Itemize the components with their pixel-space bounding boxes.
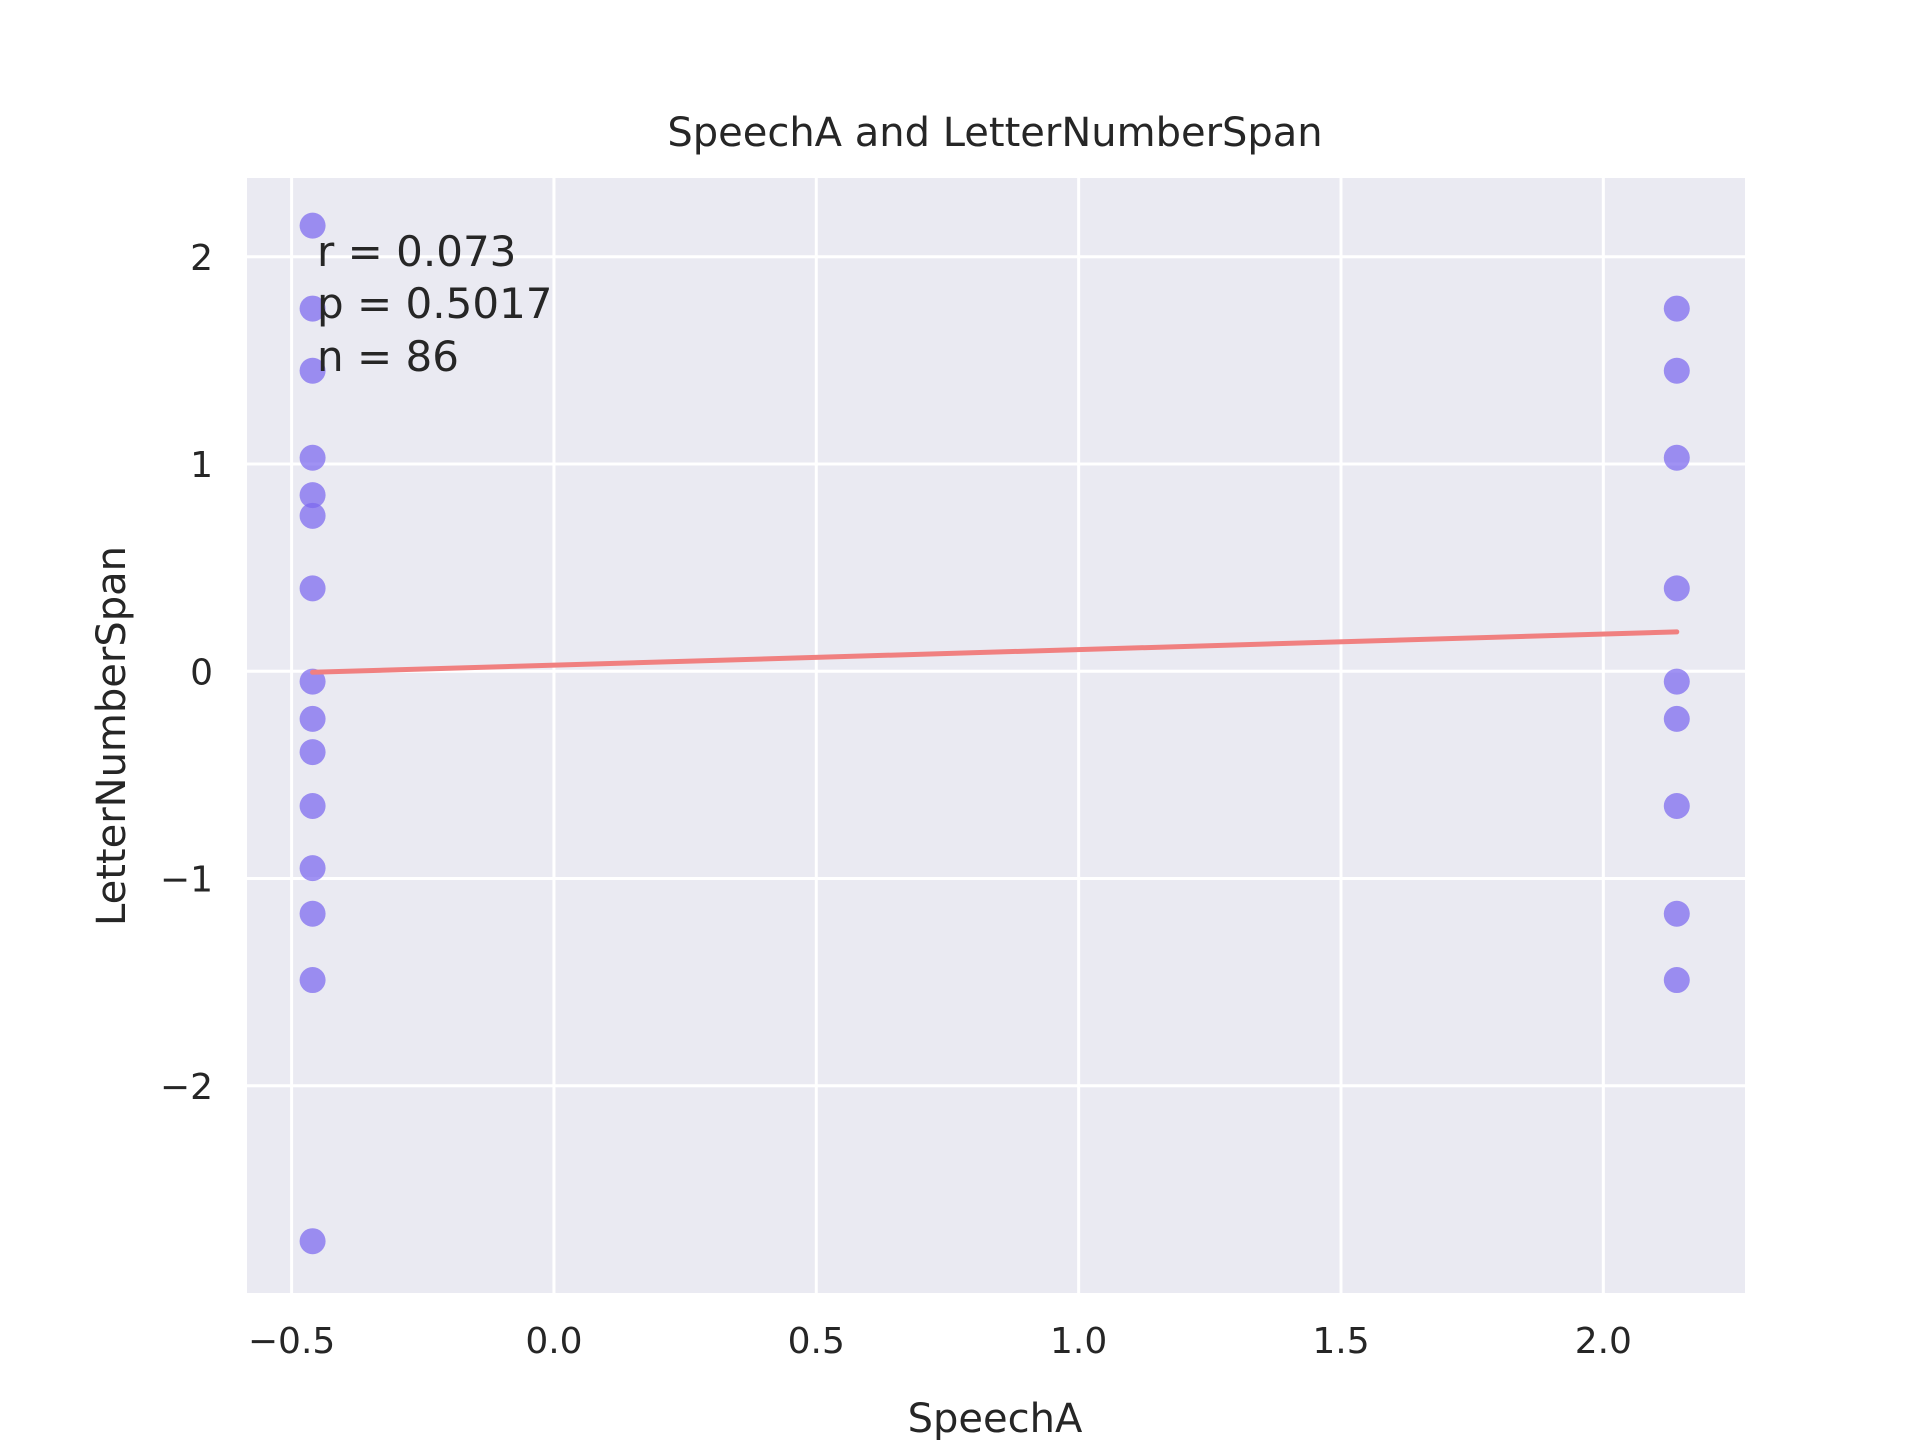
x-tick-label: 0.0 bbox=[525, 1321, 582, 1362]
x-tick-label: −0.5 bbox=[248, 1321, 335, 1362]
data-point bbox=[1663, 900, 1690, 927]
data-point bbox=[1663, 668, 1690, 695]
data-point bbox=[299, 900, 326, 927]
annotation-r: r = 0.073 bbox=[317, 227, 516, 276]
data-point bbox=[1663, 357, 1690, 384]
grid bbox=[247, 178, 1745, 1293]
data-point bbox=[299, 705, 326, 732]
y-axis-label: LetterNumberSpan bbox=[89, 546, 135, 926]
data-point bbox=[299, 792, 326, 819]
data-point bbox=[299, 357, 326, 384]
data-point bbox=[299, 668, 326, 695]
data-point bbox=[299, 967, 326, 994]
scatter-points bbox=[299, 212, 1690, 1255]
data-point bbox=[1663, 444, 1690, 471]
data-point bbox=[299, 1228, 326, 1255]
data-point bbox=[299, 855, 326, 882]
data-point bbox=[299, 575, 326, 602]
data-point bbox=[1663, 705, 1690, 732]
tick-labels: −0.5 0.0 0.5 1.0 1.5 2.0 −2 −1 0 1 2 bbox=[160, 238, 1632, 1362]
y-tick-label: 2 bbox=[190, 238, 213, 279]
annotation-n: n = 86 bbox=[317, 332, 459, 381]
y-tick-label: 0 bbox=[190, 652, 213, 693]
y-tick-label: −2 bbox=[160, 1067, 213, 1108]
data-point bbox=[1663, 575, 1690, 602]
y-tick-label: −1 bbox=[160, 860, 213, 901]
regression-line-group bbox=[310, 629, 1680, 675]
data-point bbox=[1663, 792, 1690, 819]
plot-background bbox=[247, 178, 1745, 1293]
data-point bbox=[299, 444, 326, 471]
data-point bbox=[299, 482, 326, 509]
stats-annotation: r = 0.073 p = 0.5017 n = 86 bbox=[317, 227, 553, 381]
chart-title: SpeechA and LetterNumberSpan bbox=[667, 110, 1322, 156]
data-point bbox=[299, 502, 326, 529]
x-tick-label: 0.5 bbox=[788, 1321, 845, 1362]
data-point bbox=[299, 212, 326, 239]
x-axis-label: SpeechA bbox=[908, 1396, 1083, 1440]
regression-line bbox=[310, 629, 1680, 675]
data-point bbox=[299, 739, 326, 766]
x-tick-label: 1.5 bbox=[1312, 1321, 1369, 1362]
annotation-p: p = 0.5017 bbox=[317, 279, 553, 328]
data-point bbox=[1663, 967, 1690, 994]
y-tick-label: 1 bbox=[190, 445, 213, 486]
x-tick-label: 2.0 bbox=[1575, 1321, 1632, 1362]
x-tick-label: 1.0 bbox=[1050, 1321, 1107, 1362]
data-point bbox=[299, 295, 326, 322]
data-point bbox=[1663, 295, 1690, 322]
